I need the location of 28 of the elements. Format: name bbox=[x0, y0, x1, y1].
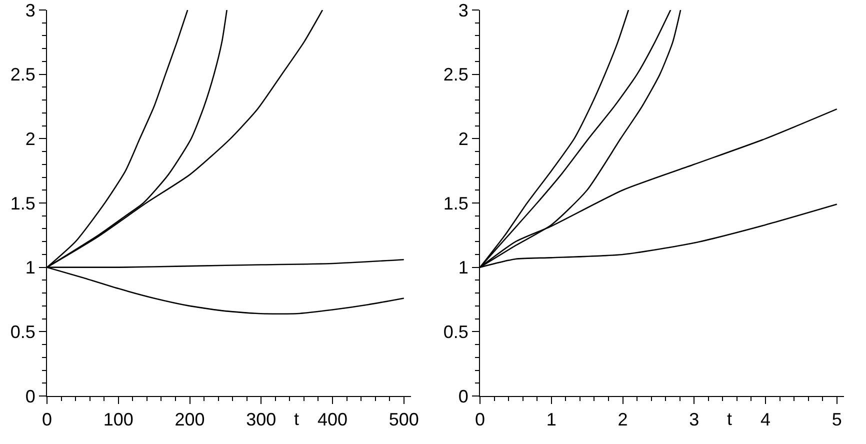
x-tick-label: 4 bbox=[760, 410, 770, 430]
y-tick-label: 1 bbox=[458, 258, 468, 278]
x-axis-title: t bbox=[294, 409, 300, 429]
x-tick-label: 5 bbox=[832, 410, 842, 430]
x-tick-label: 500 bbox=[388, 410, 419, 430]
y-tick-label: 2.5 bbox=[10, 64, 36, 85]
x-tick-label: 1 bbox=[546, 410, 556, 430]
x-tick-label: 400 bbox=[317, 410, 348, 430]
y-tick-label: 3 bbox=[25, 0, 36, 20]
y-tick-label: 0.5 bbox=[443, 322, 468, 342]
y-tick-label: 1.5 bbox=[443, 193, 468, 214]
y-tick-label: 0 bbox=[458, 386, 468, 406]
y-tick-label: 2.5 bbox=[443, 64, 468, 85]
y-tick-label: 2 bbox=[25, 128, 36, 149]
y-tick-label: 0.5 bbox=[10, 322, 36, 342]
x-tick-label: 0 bbox=[474, 410, 486, 430]
x-tick-label: 0 bbox=[42, 410, 52, 430]
x-tick-label: 2 bbox=[618, 410, 628, 430]
x-tick-label: 3 bbox=[689, 410, 700, 430]
x-axis-title: t bbox=[727, 409, 732, 429]
x-tick-label: 300 bbox=[246, 410, 276, 430]
y-tick-label: 1.5 bbox=[10, 193, 36, 214]
x-tick-label: 200 bbox=[174, 410, 205, 430]
y-tick-label: 0 bbox=[25, 386, 36, 406]
x-tick-label: 100 bbox=[103, 410, 134, 430]
y-tick-label: 1 bbox=[25, 258, 36, 278]
y-tick-label: 2 bbox=[458, 128, 468, 149]
y-tick-label: 3 bbox=[458, 0, 468, 20]
